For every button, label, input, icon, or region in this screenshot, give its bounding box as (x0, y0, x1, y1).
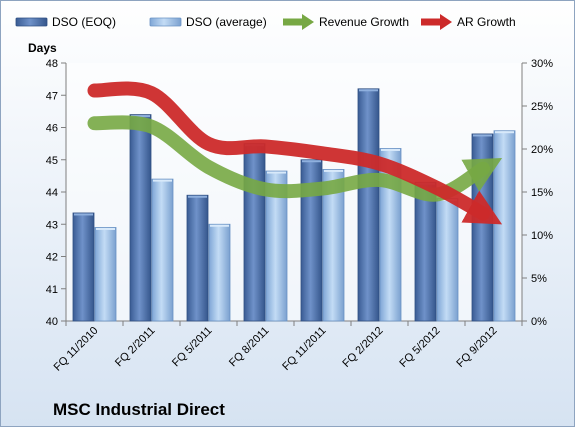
y-tick-label-right: 15% (531, 187, 553, 199)
bar-top-highlight (131, 115, 150, 118)
y-tick-label-right: 25% (531, 101, 553, 113)
y-tick-label-left: 42 (46, 252, 58, 264)
bar-top-highlight (188, 195, 207, 198)
y-tick-label-left: 40 (46, 316, 58, 328)
bar-top-highlight (359, 89, 378, 92)
bar-dso-average (151, 178, 174, 322)
legend-label: DSO (average) (186, 15, 267, 29)
bar-top-highlight (381, 148, 400, 151)
legend: DSO (EOQ) DSO (average) Revenue Growth AR G… (15, 14, 516, 30)
bar-dso-eoq (186, 194, 209, 322)
bar-top-highlight (495, 131, 514, 134)
y-tick-label-left: 47 (46, 90, 58, 102)
legend-label: AR Growth (457, 15, 516, 29)
lines (87, 81, 503, 225)
line-ar-growth (87, 81, 503, 225)
legend-swatch (149, 17, 182, 27)
y-tick-label-right: 5% (531, 273, 547, 285)
bar-top-highlight (324, 169, 343, 172)
bar-top-highlight (153, 179, 172, 182)
y-tick-label-right: 0% (531, 316, 547, 328)
bar-top-highlight (74, 213, 93, 216)
bar-dso-average (322, 169, 345, 322)
y-tick-label-left: 48 (46, 58, 58, 70)
y-tick-label-left: 45 (46, 155, 58, 167)
bar-dso-average (379, 148, 402, 322)
bar-dso-eoq (243, 143, 266, 322)
line-revenue-growth (87, 115, 503, 202)
legend-swatch (15, 17, 48, 27)
bar-dso-average (493, 130, 516, 322)
bar-top-highlight (473, 134, 492, 137)
chart-title: MSC Industrial Direct (53, 400, 225, 419)
bar-dso-average (208, 223, 231, 322)
bar-top-highlight (210, 224, 229, 227)
y-tick-label-left: 41 (46, 284, 58, 296)
legend-label: DSO (EOQ) (52, 15, 116, 29)
y-tick-label-left: 44 (46, 187, 58, 199)
legend-swatch-arrow (302, 14, 314, 30)
y-tick-label-right: 10% (531, 230, 553, 242)
bar-dso-eoq (129, 114, 152, 322)
y-tick-label-right: 30% (531, 58, 553, 70)
bar-top-highlight (96, 227, 115, 230)
bar-dso-eoq (72, 212, 95, 322)
y-axis-title-left: Days (28, 41, 57, 55)
bar-dso-average (436, 198, 459, 322)
y-tick-label-right: 20% (531, 144, 553, 156)
bars (72, 88, 516, 322)
bar-dso-average (94, 227, 117, 322)
bar-dso-eoq (414, 181, 437, 322)
bar-top-highlight (267, 171, 286, 174)
y-tick-label-left: 46 (46, 123, 58, 135)
bar-dso-eoq (300, 159, 323, 322)
y-tick-label-left: 43 (46, 219, 58, 231)
legend-label: Revenue Growth (319, 15, 409, 29)
bar-dso-average (265, 170, 288, 322)
bar-dso-eoq (357, 88, 380, 322)
bar-top-highlight (302, 160, 321, 163)
legend-swatch-arrow (440, 14, 452, 30)
